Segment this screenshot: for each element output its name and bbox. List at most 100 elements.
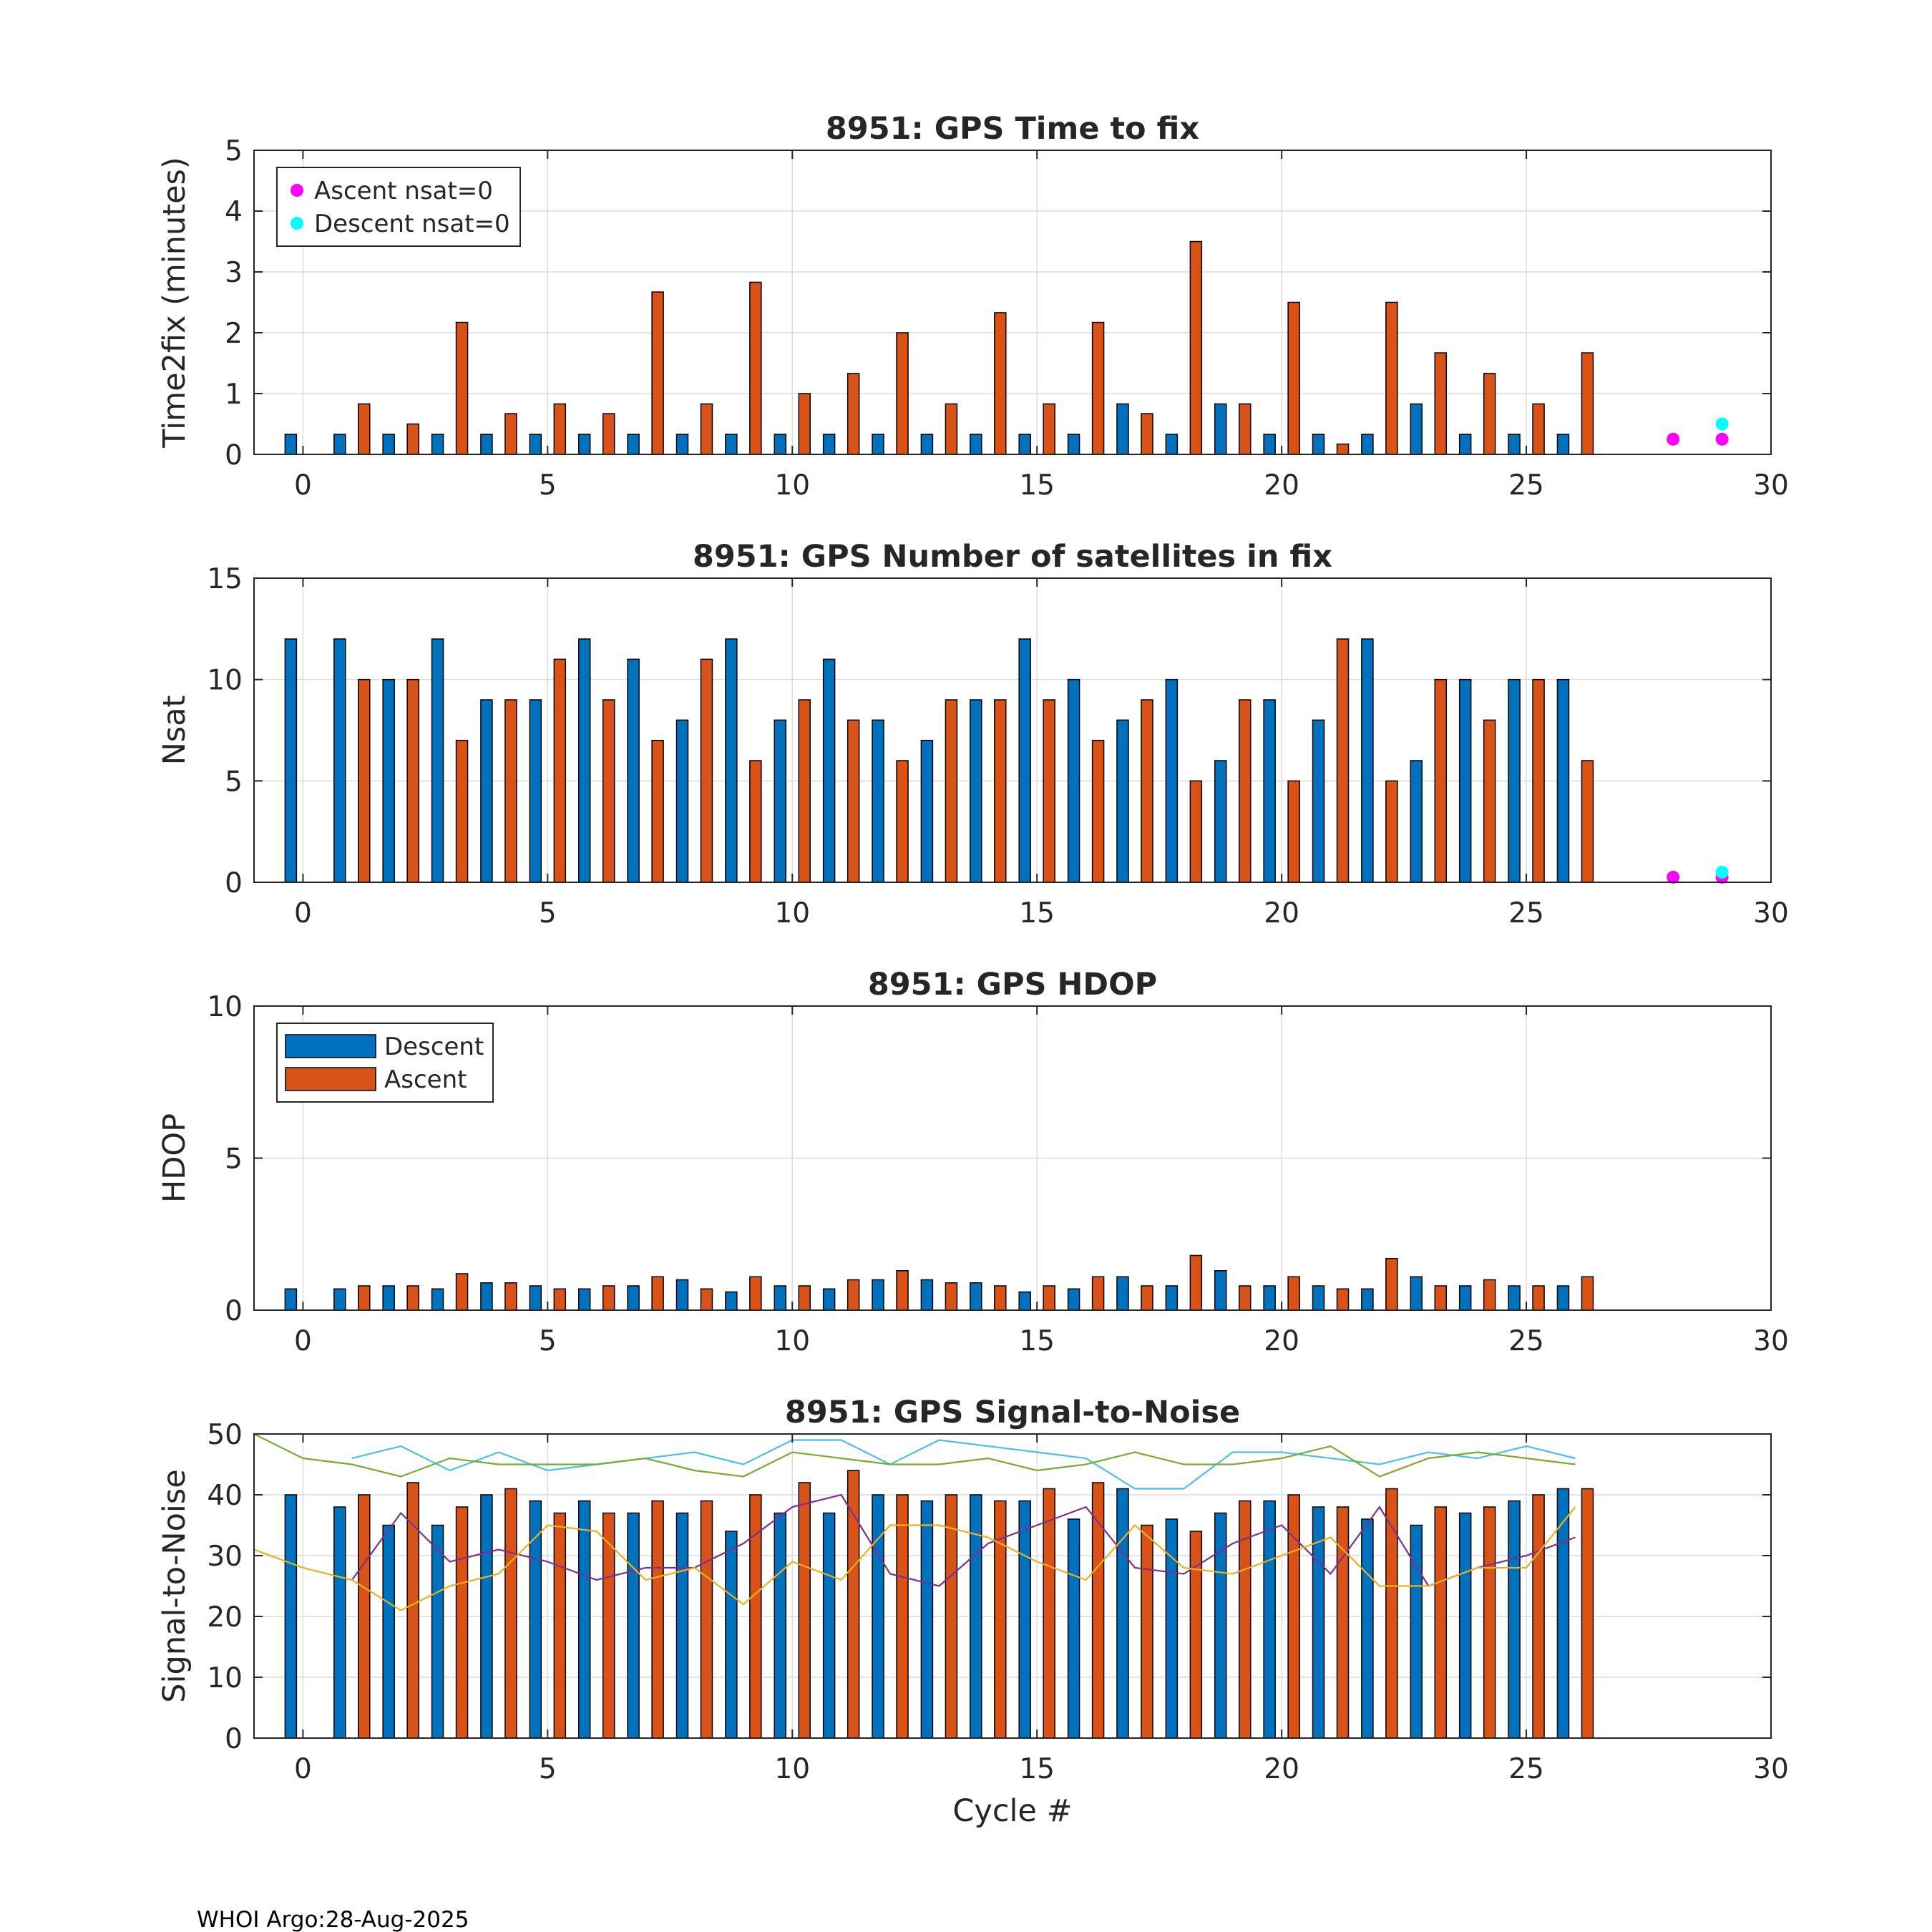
snr-title: 8951: GPS Signal-to-Noise — [785, 1395, 1240, 1430]
snr-snr_line_2 — [253, 1433, 1576, 1478]
time2fix-bar-ascent — [1385, 301, 1398, 455]
snr-bar-descent — [480, 1494, 493, 1739]
time2fix-bar-ascent — [1483, 373, 1496, 455]
time2fix-bar-ascent — [1434, 352, 1448, 455]
snr-bar-descent — [1067, 1518, 1080, 1739]
hdop-bar-descent — [872, 1279, 884, 1311]
nsat-bar-ascent — [1532, 678, 1545, 883]
hdop-bar-descent — [333, 1288, 346, 1311]
nsat-bar-ascent — [602, 699, 615, 883]
nsat-bar-descent — [627, 658, 640, 883]
nsat-title: 8951: GPS Number of satellites in fix — [693, 539, 1332, 575]
hdop-bar-descent — [284, 1288, 298, 1311]
snr-ytick-label: 20 — [207, 1601, 243, 1634]
time2fix-bar-ascent — [896, 332, 909, 455]
time2fix-ytick-label: 3 — [225, 257, 243, 289]
hdop-xtick-label: 15 — [1019, 1325, 1055, 1357]
hdop-bar-descent — [774, 1285, 787, 1311]
time2fix-bar-descent — [1067, 434, 1080, 455]
hdop-bar-ascent — [1483, 1279, 1496, 1311]
snr-bar-ascent — [651, 1500, 664, 1739]
time2fix-bar-ascent — [1336, 443, 1350, 455]
hdop-bar-ascent — [358, 1285, 371, 1311]
time2fix-ytick-label: 5 — [225, 135, 243, 167]
snr-bar-ascent — [1189, 1531, 1203, 1739]
nsat-ytick-label: 5 — [225, 766, 243, 798]
snr-bar-descent — [774, 1512, 787, 1739]
snr-bar-ascent — [1141, 1524, 1153, 1739]
nsat-bar-descent — [1508, 678, 1521, 883]
time2fix-bar-descent — [1018, 434, 1031, 455]
nsat-bar-descent — [1361, 638, 1374, 883]
nsat-bar-ascent — [406, 678, 419, 883]
snr-bar-descent — [577, 1500, 591, 1739]
snr-ylabel: Signal-to-Noise — [157, 1469, 192, 1702]
nsat-bar-ascent — [1483, 719, 1496, 883]
nsat-bar-descent — [577, 638, 591, 883]
hdop-xtick-label: 10 — [774, 1325, 810, 1357]
nsat-bar-descent — [1067, 678, 1080, 883]
snr-bar-ascent — [700, 1500, 713, 1739]
nsat-bar-descent — [920, 739, 934, 883]
nsat-bar-ascent — [1385, 780, 1398, 883]
time2fix-bar-descent — [431, 434, 444, 455]
snr-bar-descent — [1116, 1488, 1129, 1739]
nsat-bar-ascent — [994, 699, 1007, 883]
time2fix-point-descent-nsat-0 — [1715, 417, 1729, 431]
hdop-bar-ascent — [1287, 1276, 1300, 1311]
time2fix-bar-ascent — [1141, 413, 1153, 455]
nsat-bar-descent — [1116, 719, 1129, 883]
hdop-bar-descent — [1214, 1270, 1227, 1311]
time2fix-bar-descent — [774, 434, 787, 455]
hdop-bar-descent — [1116, 1276, 1129, 1311]
panel-snr: 0 5 10 15 20 25 30 0 10 20 30 40 50 8951: GPS Signal-… — [157, 1395, 1789, 1829]
nsat-bar-ascent — [1336, 638, 1350, 883]
nsat-ylabel: Nsat — [157, 696, 192, 766]
nsat-bar-descent — [675, 719, 689, 883]
hdop-bar-descent — [1263, 1285, 1276, 1311]
snr-bar-descent — [920, 1500, 934, 1739]
hdop-bar-ascent — [406, 1285, 419, 1311]
hdop-bar-descent — [675, 1279, 689, 1311]
snr-bar-descent — [725, 1531, 738, 1739]
time2fix-bar-ascent — [602, 413, 615, 455]
hdop-bar-ascent — [798, 1285, 811, 1311]
time2fix-bar-ascent — [504, 413, 517, 455]
nsat-bar-descent — [431, 638, 444, 883]
hdop-bar-descent — [1508, 1285, 1521, 1311]
snr-bar-ascent — [553, 1512, 567, 1739]
snr-ytick-label: 50 — [207, 1419, 243, 1451]
hdop-bar-ascent — [602, 1285, 615, 1311]
snr-bar-ascent — [945, 1494, 958, 1739]
snr-bar-descent — [675, 1512, 689, 1739]
panel-hdop: 0 5 10 15 20 25 30 0 5 10 8951: GPS HDOP HDOP Descen… — [157, 967, 1789, 1357]
time2fix-bar-ascent — [847, 373, 860, 455]
time2fix-bar-ascent — [651, 291, 664, 455]
time2fix-bar-descent — [1458, 434, 1472, 455]
time2fix-bar-descent — [872, 434, 884, 455]
nsat-xtick-label: 20 — [1264, 897, 1299, 930]
time2fix-ytick-label: 2 — [225, 318, 243, 350]
snr-bar-descent — [1165, 1518, 1179, 1739]
nsat-bar-descent — [284, 638, 298, 883]
hdop-bar-descent — [1067, 1288, 1080, 1311]
hdop-bar-ascent — [896, 1270, 909, 1311]
nsat-bar-ascent — [1238, 699, 1252, 883]
time2fix-legend-label: Descent nsat=0 — [314, 210, 510, 238]
snr-bar-ascent — [1434, 1506, 1448, 1739]
snr-xtick-label: 10 — [774, 1753, 810, 1785]
time2fix-bar-ascent — [1091, 321, 1105, 455]
nsat-bar-descent — [872, 719, 884, 883]
nsat-bar-ascent — [798, 699, 811, 883]
hdop-ytick-label: 10 — [207, 991, 243, 1023]
hdop-bar-descent — [1312, 1285, 1325, 1311]
hdop-bar-ascent — [749, 1276, 762, 1311]
snr-bar-ascent — [1287, 1494, 1300, 1739]
nsat-bar-descent — [1263, 699, 1276, 883]
time2fix-bar-descent — [529, 434, 542, 455]
time2fix-bar-descent — [1508, 434, 1521, 455]
hdop-bar-ascent — [994, 1285, 1007, 1311]
time2fix-bar-descent — [1214, 403, 1227, 455]
snr-xtick-label: 15 — [1019, 1753, 1055, 1785]
